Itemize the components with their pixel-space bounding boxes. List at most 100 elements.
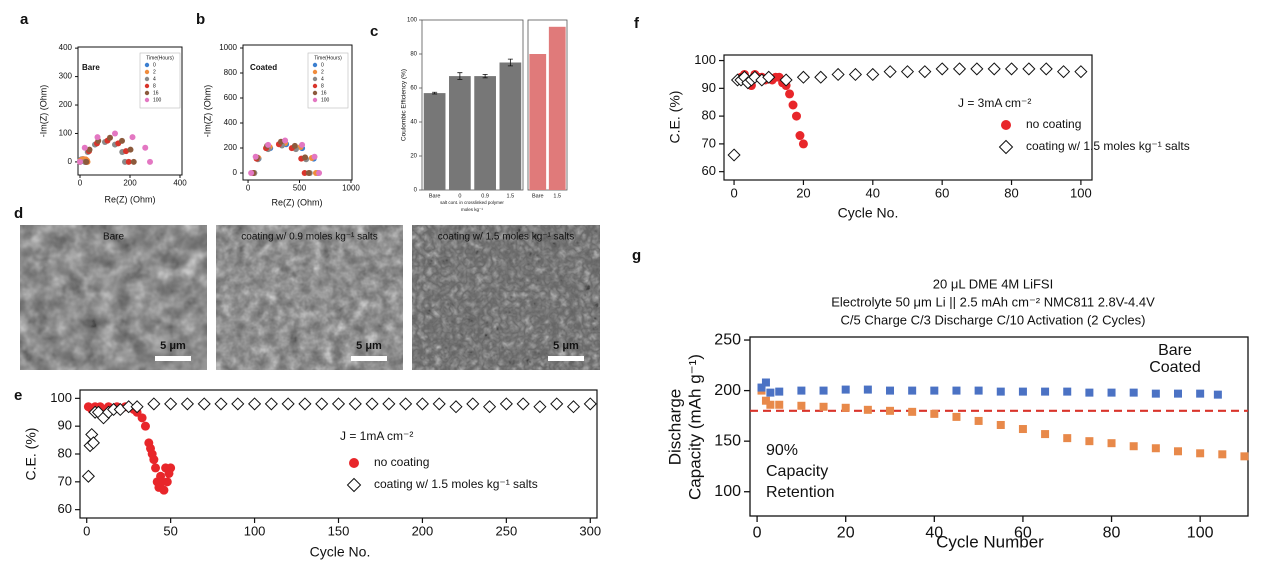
y-tick-label: 40 [410, 120, 417, 126]
marker [81, 469, 95, 483]
x-axis-label: Cycle No. [838, 205, 899, 221]
y-tick-label: 1000 [219, 43, 237, 52]
marker [1213, 390, 1222, 399]
x-tick-label: 0 [246, 184, 251, 193]
error-bar [457, 72, 463, 80]
marker [282, 137, 289, 144]
marker [935, 62, 949, 76]
scale-bar-label: 5 μm [356, 340, 382, 352]
marker [365, 397, 379, 411]
marker [151, 463, 161, 473]
marker [483, 400, 497, 414]
panel-letter: a [20, 11, 29, 28]
x-tick-label: 0 [78, 179, 83, 188]
y-tick-label: 100 [694, 52, 716, 67]
marker [866, 67, 880, 82]
marker [349, 458, 359, 468]
panel-letter: d [14, 205, 23, 222]
legend-label: Bare [1158, 342, 1192, 359]
y-tick-label: 0 [68, 157, 73, 166]
legend-swatch [312, 90, 318, 96]
legend-label: 100 [153, 97, 162, 103]
legend-label: 4 [321, 76, 324, 82]
marker [1151, 389, 1160, 398]
marker [831, 67, 845, 82]
legend-label: 16 [321, 90, 327, 96]
marker [299, 141, 306, 148]
y-axis-label: C.E. (%) [667, 91, 683, 144]
marker [1218, 450, 1227, 459]
plot-frame [749, 336, 1249, 517]
y-tick-label: 800 [224, 68, 238, 77]
y-tick-label: 70 [702, 135, 716, 150]
y-tick-label: 100 [59, 129, 73, 138]
plot-frame [242, 44, 353, 181]
marker [1129, 388, 1138, 397]
legend-label: coating w/ 1.5 moles kg⁻¹ salts [1026, 139, 1190, 153]
marker [466, 397, 480, 411]
y-axis-label: Discharge [665, 389, 684, 466]
x-tick-label: 50 [163, 524, 177, 539]
y-tick-label: 60 [410, 86, 417, 92]
panel-letter: c [370, 23, 378, 40]
marker [841, 385, 850, 394]
x-tick-label: 40 [866, 186, 880, 201]
y-tick-label: 60 [58, 501, 72, 516]
marker [281, 397, 295, 411]
marker [930, 409, 939, 418]
marker [766, 388, 775, 397]
x-axis-label: moles kg⁻¹ [461, 207, 483, 212]
x-tick-label: 60 [935, 186, 949, 201]
marker [331, 397, 346, 411]
marker [130, 400, 144, 414]
x-tick-label: 150 [328, 524, 350, 539]
annotation: J = 1mA cm⁻² [340, 429, 413, 443]
sem-image [20, 225, 207, 370]
marker [798, 139, 808, 149]
legend-label: 0 [321, 62, 324, 68]
marker [264, 397, 278, 411]
legend-label: 4 [153, 76, 156, 82]
chart-title: Coated [250, 63, 277, 72]
marker [305, 170, 312, 176]
error-bar [507, 58, 513, 67]
marker [214, 397, 228, 411]
marker [819, 386, 828, 395]
marker [291, 142, 298, 149]
legend-label: 0 [153, 62, 156, 68]
scale-bar [351, 356, 387, 361]
marker [1041, 387, 1050, 396]
legend-title: Time(Hours) [314, 55, 342, 61]
x-tick-label: 1.5 [553, 193, 561, 199]
image-caption: Bare [103, 232, 125, 243]
marker [886, 386, 895, 395]
x-axis-label: salt cont. in crosslinked polymer [440, 200, 504, 205]
x-tick-label: 200 [123, 179, 137, 188]
marker [1018, 387, 1027, 396]
marker [1085, 437, 1094, 446]
marker [996, 420, 1005, 429]
chart-title: C/5 Charge C/3 Discharge C/10 Activation… [841, 312, 1146, 327]
marker [516, 397, 530, 411]
y-tick-label: 400 [224, 118, 238, 127]
y-tick-label: 200 [714, 382, 741, 399]
bar [548, 26, 566, 190]
marker [757, 383, 766, 392]
y-tick-label: 250 [714, 331, 741, 348]
marker [147, 158, 153, 165]
x-tick-label: 200 [412, 524, 434, 539]
bar [423, 93, 446, 190]
marker [886, 406, 895, 415]
marker [301, 170, 308, 176]
y-axis-label: Capacity (mAh g⁻¹) [685, 354, 704, 500]
marker [107, 134, 113, 141]
image-caption: coating w/ 1.5 moles kg⁻¹ salts [438, 232, 574, 243]
x-tick-label: 80 [1103, 524, 1121, 541]
y-tick-label: 0 [233, 168, 238, 177]
marker [797, 401, 806, 410]
marker [1063, 434, 1072, 443]
legend-label: 8 [321, 83, 324, 89]
marker [1063, 387, 1072, 396]
y-tick-label: 80 [58, 445, 72, 460]
